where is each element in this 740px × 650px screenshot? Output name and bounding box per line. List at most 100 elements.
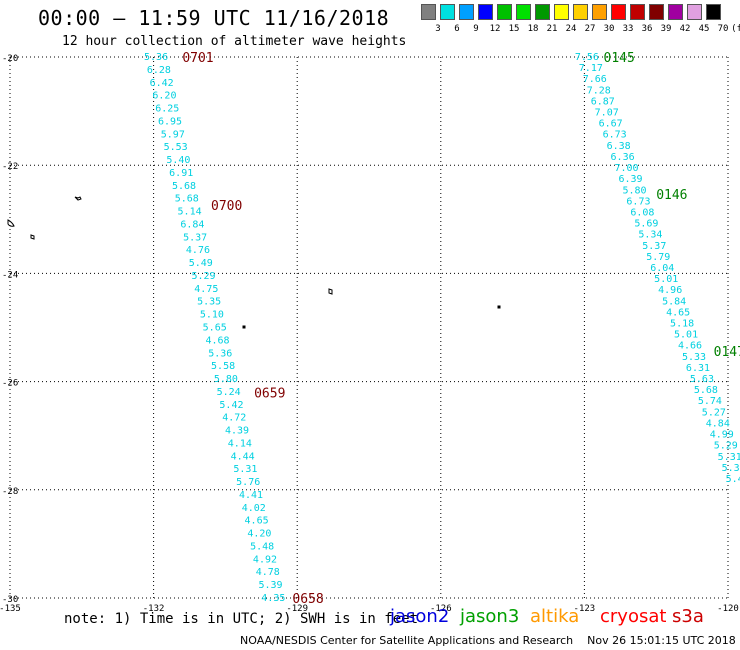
wave-height-value: 5.14 (178, 207, 202, 218)
wave-height-value: 5.24 (217, 387, 241, 398)
island-shape (30, 234, 35, 240)
satellite-legend-item: s3a (672, 606, 704, 627)
wave-height-value: 5.68 (172, 181, 196, 192)
island-shape (497, 305, 501, 309)
scale-label: 39 (660, 24, 672, 34)
scale-label: 30 (603, 24, 615, 34)
scale-label: 6 (454, 24, 460, 34)
wave-height-value: 6.91 (169, 168, 193, 179)
wave-height-value: 4.66 (678, 341, 702, 352)
wave-height-value: 4.14 (228, 438, 252, 449)
time-label: 0701 (182, 51, 213, 66)
wave-height-value: 7.07 (595, 108, 619, 119)
scale-swatch (592, 4, 607, 20)
wave-height-value: 5.48 (250, 541, 274, 552)
wave-height-value: 5.76 (236, 477, 260, 488)
scale-label: 42 (679, 24, 691, 34)
wave-height-value: 5.29 (714, 441, 738, 452)
satellite-legend-item: cryosat (600, 606, 667, 627)
scale-swatch (478, 4, 493, 20)
scale-swatch (706, 4, 721, 20)
wave-height-value: 5.68 (694, 385, 718, 396)
lon-tick-label: -135 (0, 604, 21, 614)
wave-height-value: 4.84 (706, 418, 730, 429)
scale-swatch (668, 4, 683, 20)
island-shape (328, 288, 333, 295)
wave-height-value: 4.41 (239, 490, 263, 501)
wave-height-value: 5.80 (622, 185, 646, 196)
scale-swatch (516, 4, 531, 20)
wave-height-value: 5.84 (662, 296, 686, 307)
wave-height-value: 5.33 (682, 352, 706, 363)
page-title: 00:00 – 11:59 UTC 11/16/2018 (38, 6, 390, 30)
wave-height-value: 5.65 (203, 323, 227, 334)
wave-height-value: 5.58 (211, 361, 235, 372)
scale-label: 36 (641, 24, 653, 34)
wave-height-value: 6.84 (180, 219, 204, 230)
wave-height-value: 5.49 (189, 258, 213, 269)
wave-height-value: 4.65 (245, 516, 269, 527)
scale-label: 45 (698, 24, 710, 34)
wave-height-value: 6.95 (158, 116, 182, 127)
scale-label: 21 (546, 24, 558, 34)
axis-labels: -20 -22 -24 -26 -28 -30-135 -132 -129 -126 -123 -1… (0, 54, 739, 614)
wave-height-value: 5.63 (690, 374, 714, 385)
wave-height-value: 5.10 (200, 310, 224, 321)
scale-label: 3 (435, 24, 441, 34)
wave-height-value: 6.42 (150, 78, 174, 89)
satellite-legend-item: jason2 (390, 606, 450, 627)
wave-height-value: 5.37 (722, 463, 740, 474)
wave-height-value: 5.31 (233, 464, 257, 475)
wave-height-value: 4.99 (710, 430, 734, 441)
wave-height-value: 4.78 (256, 567, 280, 578)
lat-tick-label: -22 (2, 162, 18, 172)
time-label: 0147 (714, 345, 740, 360)
wave-height-value: 4.44 (231, 451, 255, 462)
scale-swatch (611, 4, 626, 20)
scale-label: 9 (473, 24, 479, 34)
wave-height-value: 5.01 (654, 274, 678, 285)
wave-height-value: 4.02 (242, 503, 266, 514)
wave-height-value: 4.20 (247, 529, 271, 540)
lon-tick-label: -120 (717, 604, 739, 614)
wave-height-value: 5.31 (718, 452, 740, 463)
lat-tick-label: -24 (2, 270, 18, 280)
time-label: 0658 (292, 592, 323, 607)
wave-height-value: 7.17 (579, 63, 603, 74)
satellite-legend-item: jason3 (460, 606, 520, 627)
wave-height-value: 6.38 (607, 141, 631, 152)
scale-label: 15 (508, 24, 520, 34)
wave-height-value: 4.65 (666, 307, 690, 318)
wave-height-value: 5.39 (259, 580, 283, 591)
wave-height-value: 7.66 (583, 74, 607, 85)
wave-height-value: 5.01 (674, 330, 698, 341)
lon-tick-label: -132 (143, 604, 165, 614)
wave-height-value: 5.37 (642, 241, 666, 252)
wave-height-value: 6.67 (599, 119, 623, 130)
scale-swatch (440, 4, 455, 20)
scale-label: 18 (527, 24, 539, 34)
wave-height-value: 7.28 (587, 85, 611, 96)
wave-height-value: 6.36 (611, 152, 635, 163)
wave-height-value: 6.25 (155, 104, 179, 115)
island-shape (74, 196, 82, 201)
time-label: 0146 (656, 188, 687, 203)
scale-swatch (687, 4, 702, 20)
lat-tick-label: -26 (2, 379, 18, 389)
wave-height-value: 5.29 (191, 271, 215, 282)
wave-height-value: 6.73 (626, 196, 650, 207)
wave-height-value: 6.73 (603, 130, 627, 141)
wave-height-value: 6.08 (630, 207, 654, 218)
scale-label: 24 (565, 24, 577, 34)
scale-label: 12 (489, 24, 501, 34)
wave-height-value: 4.96 (658, 285, 682, 296)
lon-tick-label: -129 (286, 604, 308, 614)
scale-label: 33 (622, 24, 634, 34)
wave-height-value: 6.04 (650, 263, 674, 274)
time-label: 0700 (211, 199, 242, 214)
credit-line: NOAA/NESDIS Center for Satellite Applica… (240, 634, 736, 647)
wave-height-value: 4.92 (253, 554, 277, 565)
wave-height-value: 5.53 (164, 142, 188, 153)
lat-tick-label: -28 (2, 487, 18, 497)
